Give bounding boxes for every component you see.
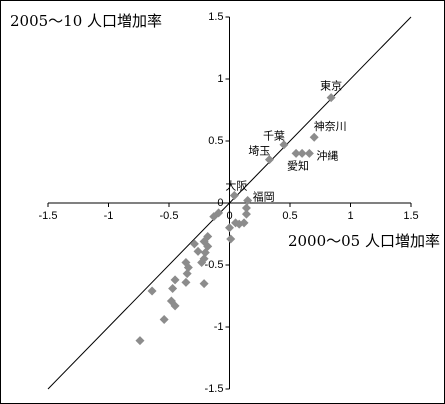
point	[243, 196, 253, 206]
point-label: 埼玉	[248, 144, 270, 158]
y-tick-label: -0.5	[205, 259, 224, 271]
point	[168, 284, 178, 294]
y-tick-label: 1.5	[208, 11, 223, 23]
point	[181, 277, 191, 287]
x-tick-label: -1	[104, 210, 114, 222]
point-label: 沖縄	[316, 148, 338, 162]
point	[189, 239, 199, 249]
point	[231, 218, 241, 228]
point-label: 千葉	[263, 129, 285, 143]
point	[264, 155, 274, 165]
x-tick-label: 0.5	[282, 210, 297, 222]
point	[182, 269, 192, 279]
point-label: 神奈川	[314, 119, 347, 133]
point	[291, 148, 301, 158]
y-tick-label: -1.5	[205, 383, 224, 395]
point	[304, 148, 314, 158]
x-tick-label: 1	[347, 210, 353, 222]
y-tick-label: 0.5	[208, 135, 223, 147]
point	[200, 248, 210, 258]
x-axis-title: 2000〜05 人口増加率	[288, 232, 440, 250]
point	[279, 140, 289, 150]
y-axis-title: 2005〜10 人口増加率	[10, 12, 162, 30]
point	[199, 279, 209, 289]
point	[241, 203, 251, 213]
x-tick-label: 1.5	[403, 210, 418, 222]
point	[147, 286, 157, 296]
point	[309, 132, 319, 142]
point	[297, 148, 307, 158]
point	[159, 315, 169, 325]
point	[226, 234, 236, 244]
point	[209, 212, 219, 222]
y-tick-label: -1	[214, 321, 224, 333]
x-tick-label: 0	[226, 210, 232, 222]
point	[225, 223, 234, 233]
point	[241, 209, 251, 219]
point	[166, 296, 176, 306]
point	[135, 336, 145, 346]
x-tick-label: -1.5	[39, 210, 58, 222]
point	[197, 258, 207, 268]
point	[229, 191, 239, 201]
reference-line	[47, 16, 412, 390]
point-label: 福岡	[253, 189, 275, 203]
x-tick-label: -0.5	[160, 210, 179, 222]
point	[326, 93, 336, 103]
point	[170, 275, 180, 285]
y-tick-label: 0	[217, 197, 223, 209]
point-label: 大阪	[225, 178, 247, 192]
point-label: 東京	[320, 79, 342, 93]
point-label: 愛知	[287, 158, 309, 172]
point	[183, 262, 193, 272]
y-tick-label: 1	[217, 73, 223, 85]
point	[193, 246, 203, 256]
